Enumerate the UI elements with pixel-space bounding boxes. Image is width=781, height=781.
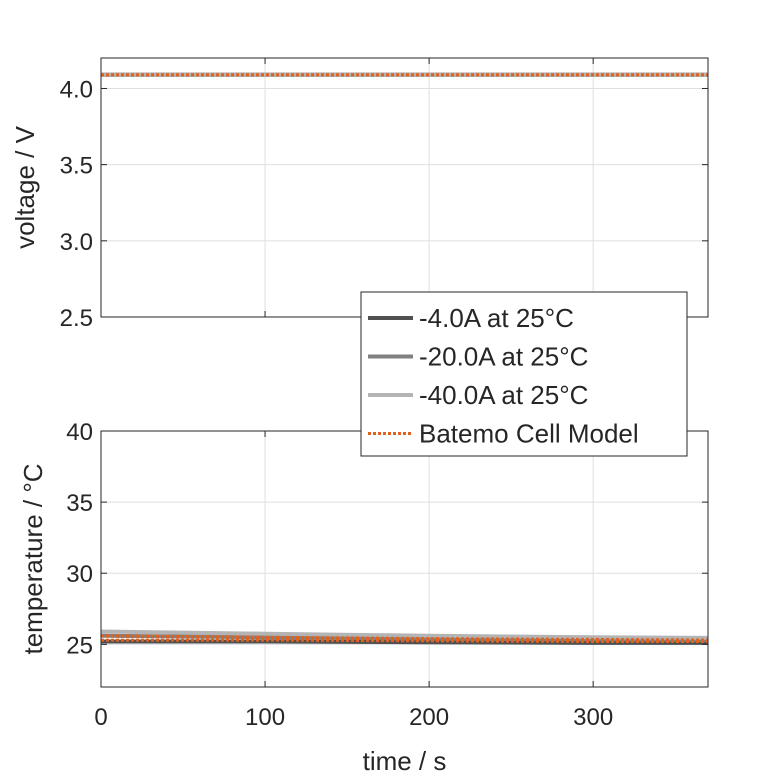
temperature-y-tick-label: 25 — [66, 632, 93, 659]
voltage-plot-area — [101, 58, 708, 317]
legend-entry-label: -20.0A at 25°C — [419, 342, 588, 372]
temperature-series-line — [101, 638, 708, 643]
voltage-ticks: 2.5 3.0 3.5 4.0 — [60, 58, 708, 332]
temperature-grid — [101, 431, 708, 687]
temperature-ticks: 0 100 200 300 25 30 35 40 — [66, 419, 708, 731]
temperature-x-tick-label: 100 — [245, 704, 285, 731]
legend: -4.0A at 25°C -20.0A at 25°C -40.0A at 25°… — [360, 291, 688, 457]
temperature-y-tick-label: 40 — [66, 419, 93, 446]
legend-box — [360, 291, 688, 457]
voltage-grid — [101, 58, 708, 317]
voltage-axes: 2.5 3.0 3.5 4.0 voltage / V — [10, 57, 709, 332]
legend-entry-label: Batemo Cell Model — [419, 419, 639, 449]
voltage-y-tick-label: 2.5 — [60, 305, 93, 332]
voltage-y-axis-label: voltage / V — [10, 125, 40, 249]
legend-entries: -4.0A at 25°C -20.0A at 25°C -40.0A at 25°… — [368, 303, 639, 449]
temperature-y-tick-label: 35 — [66, 490, 93, 517]
temperature-series-line — [100, 634, 709, 642]
voltage-y-tick-label: 3.5 — [60, 153, 93, 180]
temperature-axes: 0 100 200 300 25 30 35 40 temperature / °C time… — [18, 419, 709, 776]
legend-entry-label: -40.0A at 25°C — [419, 380, 588, 410]
temperature-y-axis-label: temperature / °C — [18, 463, 48, 654]
temperature-x-tick-label: 0 — [94, 704, 107, 731]
temperature-y-tick-label: 30 — [66, 561, 93, 588]
temperature-series-line — [100, 629, 709, 640]
voltage-y-tick-label: 4.0 — [60, 76, 93, 103]
temperature-series — [100, 629, 709, 645]
voltage-y-tick-label: 3.0 — [60, 229, 93, 256]
temperature-plot-area — [101, 431, 708, 687]
time-x-axis-label: time / s — [363, 746, 447, 776]
temperature-x-tick-label: 300 — [573, 704, 613, 731]
temperature-x-tick-label: 200 — [409, 704, 449, 731]
legend-entry-label: -4.0A at 25°C — [419, 303, 574, 333]
